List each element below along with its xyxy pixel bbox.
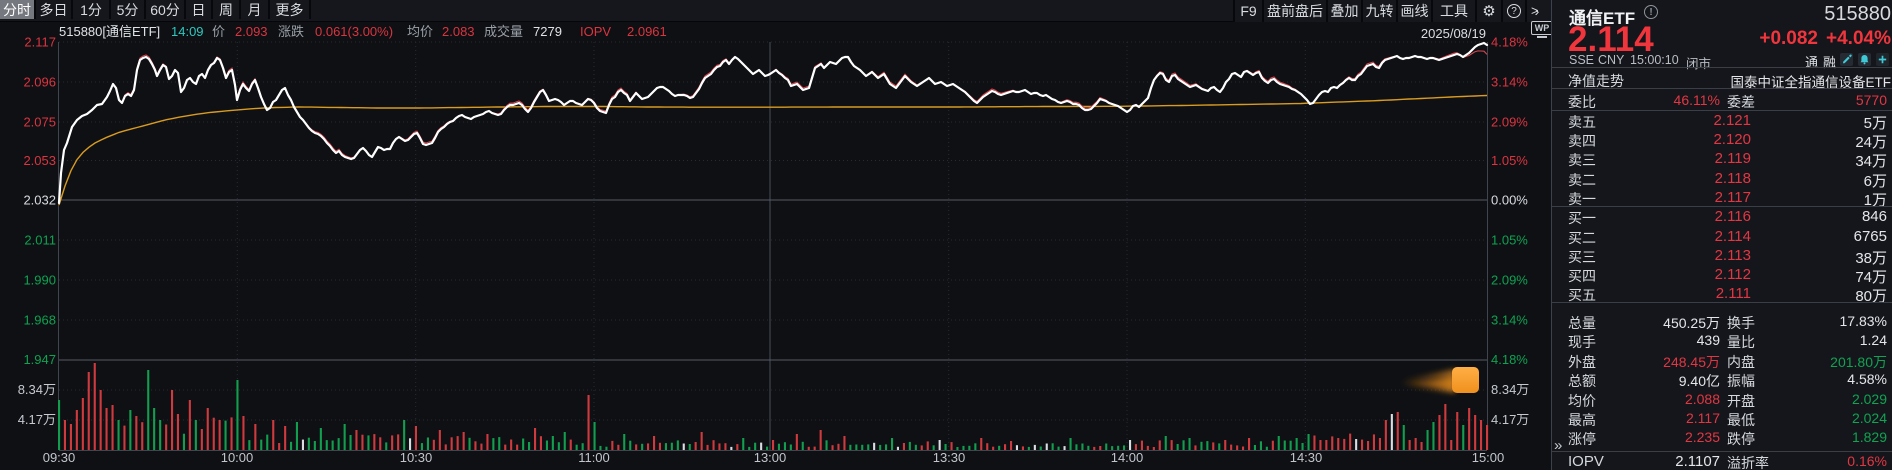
svg-text:2.032: 2.032 (23, 193, 56, 208)
svg-text:14:30: 14:30 (1290, 450, 1323, 465)
svg-text:10:30: 10:30 (400, 450, 433, 465)
svg-text:2025/08/19: 2025/08/19 (1421, 26, 1486, 41)
svg-text:8.34万: 8.34万 (18, 382, 56, 397)
svg-text:2.09%: 2.09% (1491, 115, 1528, 130)
svg-text:10:00: 10:00 (221, 450, 254, 465)
svg-text:4.17万: 4.17万 (18, 412, 56, 427)
svg-text:1.990: 1.990 (23, 273, 56, 288)
svg-text:4.18%: 4.18% (1491, 35, 1528, 50)
svg-text:8.34万: 8.34万 (1491, 382, 1529, 397)
svg-text:2.117: 2.117 (24, 35, 56, 50)
svg-text:11:00: 11:00 (578, 450, 610, 465)
svg-text:1.947: 1.947 (23, 352, 56, 367)
svg-text:2.09%: 2.09% (1491, 273, 1528, 288)
svg-text:14:00: 14:00 (1111, 450, 1144, 465)
svg-text:1.968: 1.968 (23, 313, 56, 328)
svg-text:13:30: 13:30 (933, 450, 966, 465)
svg-text:15:00: 15:00 (1472, 450, 1505, 465)
svg-text:1.05%: 1.05% (1491, 153, 1528, 168)
svg-text:2.096: 2.096 (23, 75, 56, 90)
svg-text:2.053: 2.053 (23, 153, 56, 168)
svg-text:3.14%: 3.14% (1491, 75, 1528, 90)
svg-text:4.17万: 4.17万 (1491, 412, 1529, 427)
svg-text:1.05%: 1.05% (1491, 233, 1528, 248)
svg-text:4.18%: 4.18% (1491, 352, 1528, 367)
svg-text:2.075: 2.075 (23, 115, 56, 130)
svg-text:3.14%: 3.14% (1491, 313, 1528, 328)
svg-text:09:30: 09:30 (43, 450, 76, 465)
svg-text:0.00%: 0.00% (1491, 193, 1528, 208)
svg-text:2.011: 2.011 (24, 233, 56, 248)
svg-text:13:00: 13:00 (754, 450, 787, 465)
